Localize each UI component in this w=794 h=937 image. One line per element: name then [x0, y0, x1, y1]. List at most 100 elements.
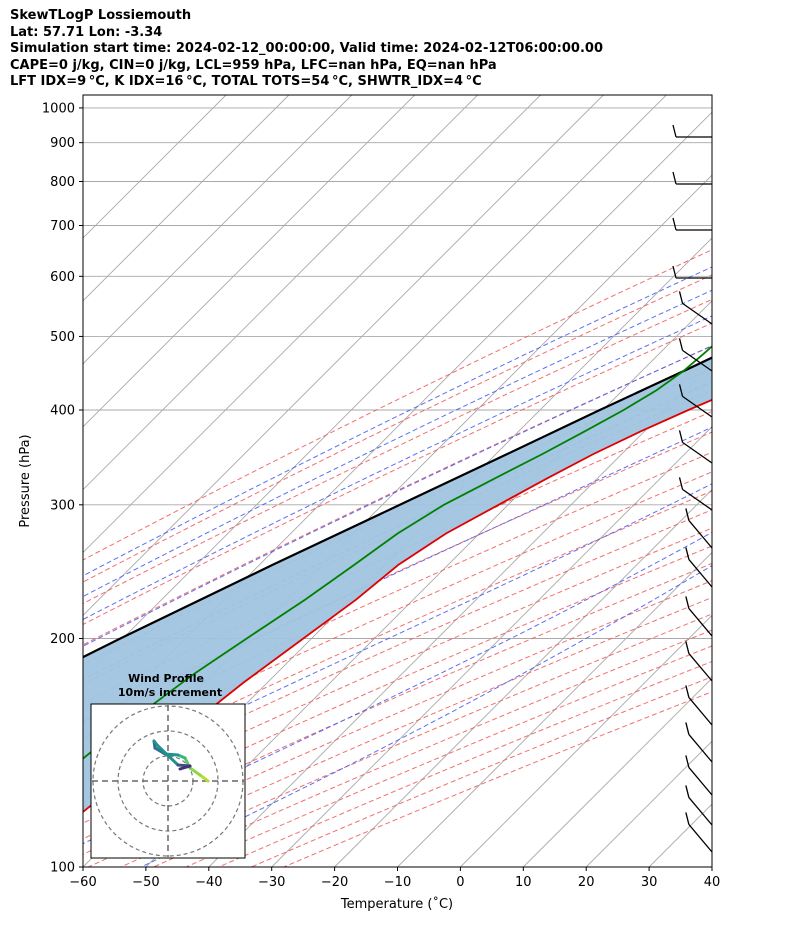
cape-line: CAPE=0 j/kg, CIN=0 j/kg, LCL=959 hPa, LF… [10, 57, 497, 73]
wind-barb [685, 812, 713, 853]
hodograph [92, 705, 244, 857]
barb-flag [672, 171, 677, 185]
y-tick-label: 500 [50, 330, 75, 345]
hodograph-segment [178, 764, 192, 771]
dewpoint-line [83, 345, 712, 760]
x-tick-label: 40 [704, 875, 721, 890]
isotherm [83, 95, 227, 239]
barb-staff [688, 608, 713, 637]
barb-flag [672, 124, 677, 138]
inset-subtitle: 10m/s increment [118, 686, 222, 699]
y-tick-label: 300 [50, 498, 75, 513]
y-axis-label: Pressure (hPa) [18, 434, 33, 527]
index-line: LFT IDX=9 °C, K IDX=16 °C, TOTAL TOTS=54… [10, 74, 482, 89]
isotherm [271, 426, 712, 867]
wind-barb [672, 171, 712, 185]
dry-adiabat [83, 249, 712, 561]
wind-barb [672, 217, 712, 231]
isotherm [83, 95, 353, 365]
barb-flag [678, 430, 684, 443]
barb-staff [688, 559, 713, 588]
dry-adiabat [83, 298, 712, 605]
barb-staff [682, 488, 713, 511]
dry-adiabat [83, 322, 712, 625]
barb-flag [685, 596, 690, 609]
inset-title: Wind Profile [128, 672, 204, 685]
isotherm [334, 488, 712, 867]
cin-shading [83, 357, 712, 812]
barb-staff [688, 520, 713, 549]
data-layer [83, 345, 712, 814]
isotherm [711, 866, 712, 867]
wind-barb [685, 547, 713, 588]
wind-barb [685, 722, 713, 763]
barb-flag [672, 265, 677, 279]
y-tick-label: 900 [50, 136, 75, 151]
isotherm [83, 95, 478, 491]
wind-barb [685, 641, 713, 682]
isotherm [83, 95, 604, 617]
x-tick-label: −40 [195, 875, 222, 890]
x-tick-label: −60 [69, 875, 96, 890]
x-tick-label: 20 [578, 875, 595, 890]
barb-staff [688, 653, 713, 682]
hodograph-segment [188, 766, 202, 777]
moist-adiabat [83, 289, 712, 598]
dry-adiabat [83, 545, 712, 824]
isotherm [585, 740, 712, 867]
isotherm [397, 551, 712, 867]
wind-barb [685, 508, 713, 549]
y-tick-label: 1000 [42, 101, 75, 116]
y-tick-label: 800 [50, 175, 75, 190]
wind-barb [685, 596, 713, 637]
location-line: Lat: 57.71 Lon: -3.34 [10, 24, 163, 40]
wind-barb [672, 265, 712, 279]
barb-staff [682, 302, 713, 325]
barb-flag [678, 338, 684, 351]
wind-profile-inset: Wind Profile 10m/s increment [90, 672, 246, 859]
barb-flag [685, 641, 690, 654]
barb-flag [678, 384, 684, 397]
barb-flag [685, 547, 690, 560]
wind-barb [685, 755, 713, 796]
hodograph-segment [156, 744, 180, 767]
barb-staff [688, 734, 713, 763]
x-tick-label: −10 [384, 875, 411, 890]
time-line: Simulation start time: 2024-02-12_00:00:… [10, 41, 603, 56]
dry-adiabat [83, 451, 712, 740]
barb-staff [682, 349, 713, 372]
dry-adiabat [83, 509, 712, 792]
barb-flag [685, 722, 690, 735]
isotherm [460, 614, 712, 867]
barb-flag [678, 291, 684, 304]
wind-barb [678, 384, 713, 418]
barb-flag [685, 785, 690, 798]
wind-barb [678, 291, 713, 325]
x-tick-label: 10 [515, 875, 532, 890]
wind-barbs [672, 124, 713, 853]
wind-barb [678, 430, 713, 464]
isotherm [522, 677, 712, 867]
isotherm [83, 95, 290, 302]
x-tick-label: 30 [641, 875, 658, 890]
barb-flag [685, 812, 690, 825]
temperature-line [83, 398, 712, 814]
wind-barb [678, 338, 713, 372]
mixing-ratio-line [772, 95, 794, 336]
wind-barb [685, 785, 713, 826]
x-tick-label: −50 [132, 875, 159, 890]
moist-adiabat [83, 266, 712, 577]
barb-flag [685, 685, 690, 698]
isotherm [648, 803, 712, 867]
barb-staff [688, 697, 713, 726]
x-axis-label: Temperature (˚C) [340, 896, 453, 912]
barb-flag [672, 217, 677, 231]
moist-adiabat [83, 483, 712, 784]
axis-ticks: −60 −50 −40 −30 −20 −10 0 10 20 30 40 100 200 300 400 5… [42, 101, 720, 890]
barb-staff [682, 441, 713, 464]
dry-adiabat [83, 471, 712, 758]
wind-barb [678, 477, 713, 511]
wind-barb [672, 124, 712, 138]
barb-flag [685, 755, 690, 768]
y-tick-label: 100 [50, 861, 75, 876]
